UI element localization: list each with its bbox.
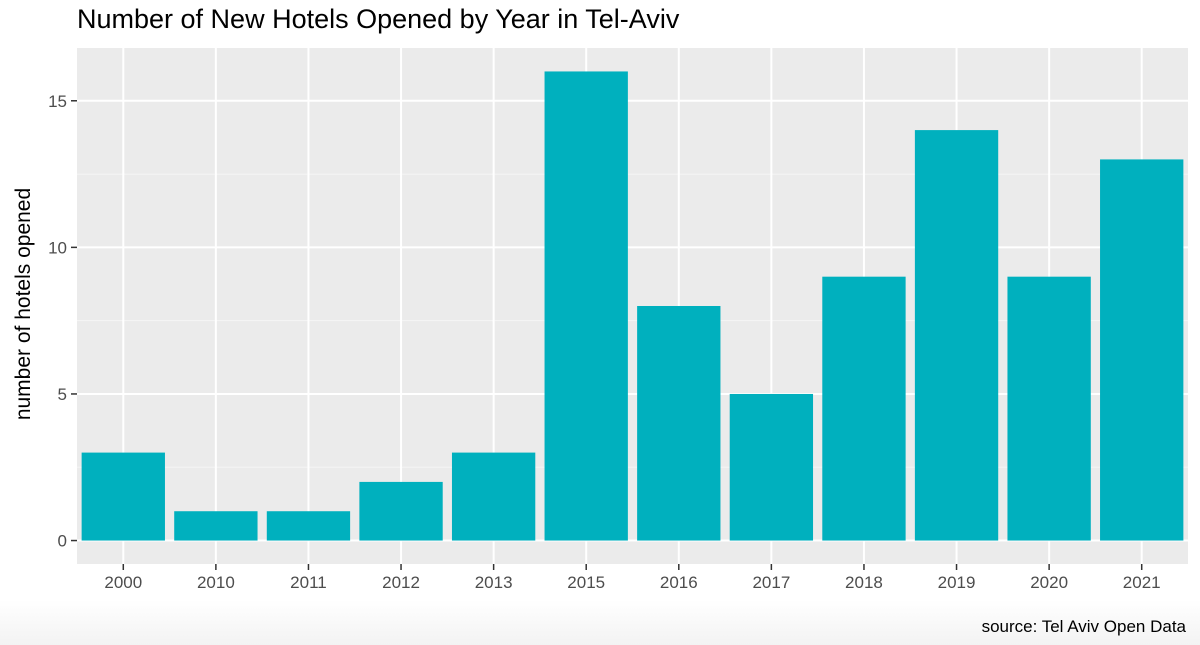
x-tick-label: 2017 bbox=[752, 573, 790, 592]
x-tick-label: 2018 bbox=[845, 573, 883, 592]
x-tick-label: 2010 bbox=[197, 573, 235, 592]
bar-2018 bbox=[822, 276, 906, 541]
x-tick-label: 2000 bbox=[104, 573, 142, 592]
chart-title: Number of New Hotels Opened by Year in T… bbox=[77, 4, 680, 34]
source-caption: source: Tel Aviv Open Data bbox=[981, 617, 1186, 636]
bar-2000 bbox=[81, 452, 165, 541]
y-tick-label: 10 bbox=[48, 238, 67, 257]
minor-gridlines bbox=[77, 173, 1188, 468]
y-tick-label: 15 bbox=[48, 92, 67, 111]
bar-2017 bbox=[729, 393, 814, 541]
x-axis: 2000 2010 2011 2012 2013 2015 2016 2017 2018 2019… bbox=[104, 564, 1161, 592]
plot-panel bbox=[77, 48, 1188, 564]
x-tick-label: 2021 bbox=[1123, 573, 1161, 592]
footer-background bbox=[0, 600, 1200, 645]
y-tick-label: 0 bbox=[58, 532, 67, 551]
bar-2016 bbox=[637, 306, 721, 541]
bar-2020 bbox=[1007, 276, 1091, 541]
y-axis: 0 5 10 15 bbox=[48, 92, 77, 551]
bar-2015 bbox=[544, 71, 628, 541]
x-tick-label: 2019 bbox=[938, 573, 976, 592]
x-tick-label: 2020 bbox=[1030, 573, 1068, 592]
x-tick-label: 2013 bbox=[475, 573, 513, 592]
bar-2012 bbox=[359, 481, 443, 541]
y-tick-label: 5 bbox=[58, 385, 67, 404]
bar-2010 bbox=[174, 511, 258, 541]
x-tick-label: 2015 bbox=[567, 573, 605, 592]
bar-2011 bbox=[266, 511, 351, 541]
bar-2021 bbox=[1100, 159, 1184, 541]
y-axis-label: number of hotels opened bbox=[12, 188, 35, 420]
bar-2019 bbox=[914, 130, 999, 541]
bar-2013 bbox=[451, 452, 536, 541]
x-tick-label: 2012 bbox=[382, 573, 420, 592]
bars bbox=[81, 71, 1184, 541]
x-tick-label: 2011 bbox=[290, 573, 327, 592]
x-tick-label: 2016 bbox=[660, 573, 698, 592]
